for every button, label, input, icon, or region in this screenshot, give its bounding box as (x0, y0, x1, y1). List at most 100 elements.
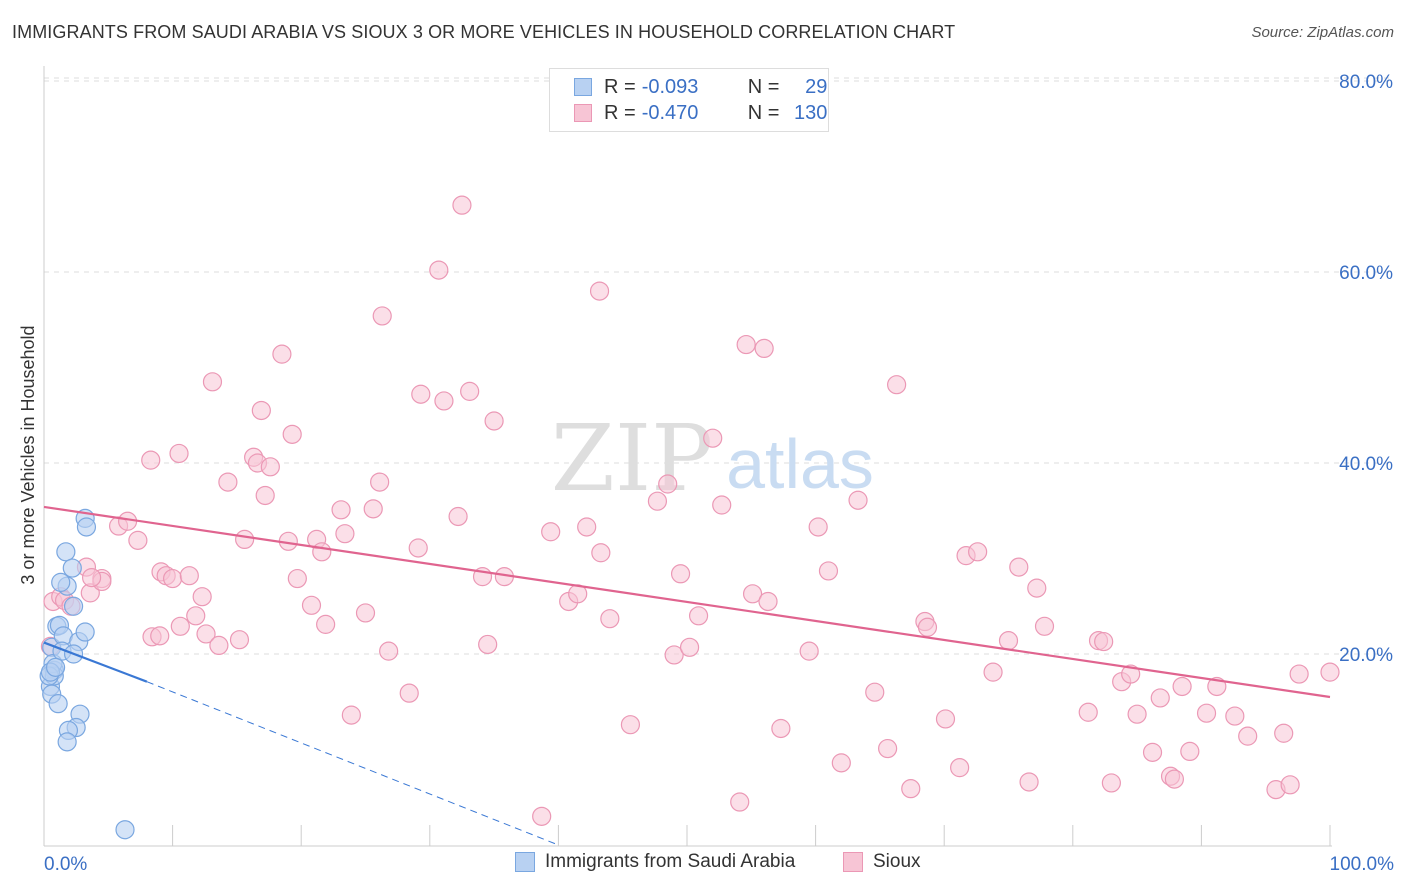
sioux-point (917, 617, 938, 637)
sioux-point (754, 338, 774, 358)
sioux-point (1101, 773, 1121, 793)
grid-lines (44, 77, 1392, 655)
sioux-point (331, 500, 351, 520)
y-tick-label: 40.0% (1339, 454, 1393, 475)
sioux-point (1094, 631, 1114, 652)
axes (43, 66, 1332, 847)
sioux-point (1274, 723, 1294, 743)
legend-item-sioux: Sioux (843, 851, 921, 873)
sioux-point (799, 641, 819, 661)
sioux-point (1289, 664, 1309, 684)
sioux-point (808, 517, 828, 537)
sioux-point (950, 758, 970, 778)
legend-r-value: -0.093 (641, 75, 699, 98)
sioux-point (282, 424, 302, 444)
saudi-point (63, 596, 84, 616)
sioux-point (411, 384, 431, 404)
sioux-point (434, 391, 454, 411)
correlation-legend: R = -0.093 N = 29 R = -0.470 N = 130 (549, 68, 829, 132)
sioux-point (179, 566, 199, 586)
sioux-point (209, 635, 229, 656)
sioux-point (141, 450, 161, 470)
sioux-point (712, 495, 732, 515)
legend-row-sioux: R = -0.470 N = 130 (574, 100, 827, 126)
sioux-point (255, 485, 275, 506)
sioux-point (831, 753, 851, 773)
sioux-point (679, 637, 700, 657)
sioux-point (452, 195, 472, 215)
sioux-point (335, 524, 355, 544)
series-legend: Immigrants from Saudi Arabia Sioux (0, 851, 1406, 877)
sioux-point (301, 595, 322, 615)
sioux-point (235, 529, 255, 550)
sioux-point (1196, 703, 1217, 723)
sioux-point (341, 705, 361, 725)
saudi-point (75, 622, 95, 642)
sioux-point (865, 682, 885, 702)
sioux-point (218, 472, 238, 492)
sioux-point (1180, 741, 1200, 762)
sioux-point (818, 561, 839, 581)
saudi-point (56, 542, 76, 562)
sioux-point (1142, 742, 1163, 762)
legend-swatch-pink (574, 104, 592, 122)
sioux-point (600, 609, 620, 629)
sioux-point (742, 584, 763, 604)
sioux-point (703, 428, 723, 448)
sioux-point (887, 375, 907, 395)
saudi-trend-line (43, 641, 148, 683)
sioux-point (81, 567, 102, 588)
sioux-point (620, 715, 641, 735)
sioux-point (484, 411, 504, 431)
saudi-point (115, 820, 135, 840)
sioux-point (460, 381, 480, 401)
sioux-point (448, 506, 468, 527)
sioux-point (1238, 726, 1258, 746)
sioux-point (670, 564, 691, 584)
sioux-point (196, 624, 216, 644)
sioux-point (771, 718, 791, 739)
legend-label-saudi: Immigrants from Saudi Arabia (545, 851, 796, 872)
legend-r-value: -0.470 (641, 101, 699, 124)
sioux-point (202, 372, 223, 392)
sioux-trend-line (43, 505, 1331, 699)
sioux-point (1078, 702, 1098, 722)
legend-label-sioux: Sioux (873, 851, 921, 872)
sioux-point (260, 457, 280, 477)
sioux-point (688, 606, 709, 626)
legend-row-saudi: R = -0.093 N = 29 (574, 74, 827, 100)
x-tick-label-min: 0.0% (44, 854, 87, 875)
legend-swatch-blue (574, 78, 592, 96)
sioux-point (901, 779, 921, 799)
sioux-point (541, 522, 561, 542)
sioux-point (1164, 769, 1184, 789)
y-tick-label: 20.0% (1339, 645, 1393, 666)
sioux-point (1225, 706, 1245, 726)
sioux-point (355, 603, 376, 623)
sioux-point (429, 260, 449, 280)
legend-r-label: R = (604, 75, 636, 98)
sioux-point (935, 709, 956, 729)
sioux-point (1172, 676, 1192, 697)
sioux-point (192, 587, 212, 607)
watermark-zip: ZIP (551, 405, 713, 512)
sioux-point (150, 626, 170, 646)
sioux-point (251, 400, 271, 421)
saudi-point (62, 558, 82, 578)
sioux-point (170, 616, 190, 636)
sioux-point (664, 645, 684, 665)
saudi-point (45, 657, 66, 677)
source-label: Source: ZipAtlas.com (1251, 24, 1394, 41)
trend-lines (43, 505, 1331, 846)
saudi-point (51, 572, 71, 592)
sioux-point (399, 683, 419, 703)
sioux-points (40, 195, 1340, 826)
sioux-point (478, 634, 498, 655)
sioux-point (370, 472, 390, 492)
sioux-point (1027, 578, 1047, 598)
watermark: ZIP atlas (551, 405, 874, 512)
sioux-point (658, 474, 678, 494)
sioux-point (372, 306, 392, 326)
sioux-point (169, 443, 189, 464)
